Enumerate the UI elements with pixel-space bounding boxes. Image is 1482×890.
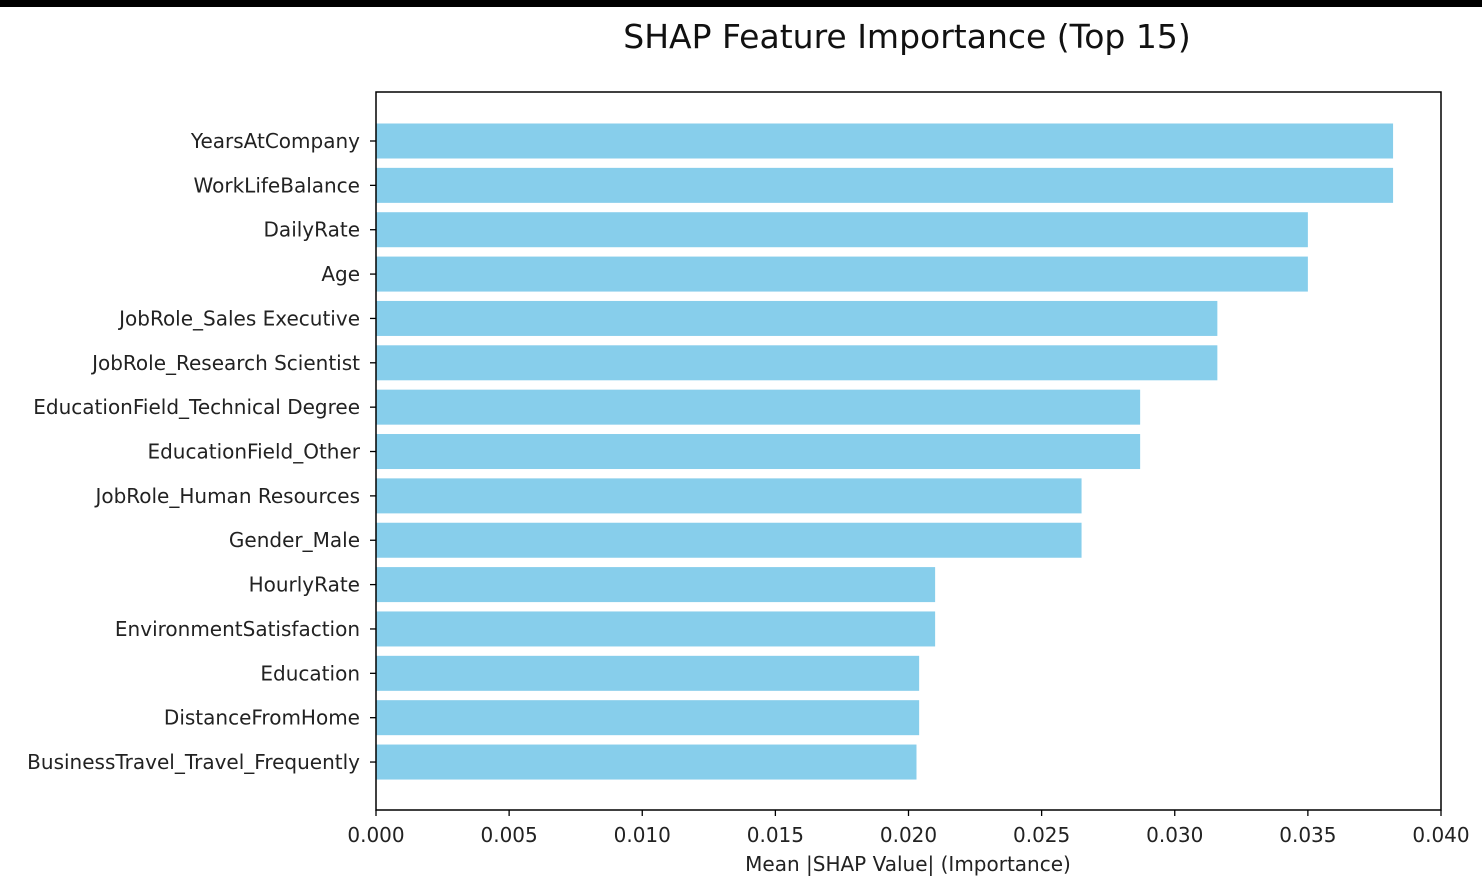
bar-educationfield-other bbox=[376, 434, 1141, 470]
y-tick-label: YearsAtCompany bbox=[190, 129, 360, 153]
x-tick-label: 0.005 bbox=[480, 823, 537, 847]
bar-environmentsatisfaction bbox=[376, 611, 936, 647]
y-tick-label: Age bbox=[321, 262, 360, 286]
bar-dailyrate bbox=[376, 212, 1308, 248]
x-tick-label: 0.020 bbox=[880, 823, 937, 847]
bar-jobrole-human-resources bbox=[376, 478, 1082, 514]
x-tick-label: 0.010 bbox=[614, 823, 671, 847]
bar-gender-male bbox=[376, 522, 1082, 558]
y-tick-label: DistanceFromHome bbox=[164, 706, 360, 730]
y-tick-label: DailyRate bbox=[264, 218, 360, 242]
bar-jobrole-sales-executive bbox=[376, 300, 1218, 336]
y-tick-label: JobRole_Human Resources bbox=[93, 484, 360, 508]
x-tick-label: 0.025 bbox=[1013, 823, 1070, 847]
y-tick-label: EnvironmentSatisfaction bbox=[115, 617, 360, 641]
y-tick-label: JobRole_Research Scientist bbox=[90, 351, 360, 375]
bar-hourlyrate bbox=[376, 567, 936, 603]
x-tick-label: 0.040 bbox=[1412, 823, 1469, 847]
y-tick-label: HourlyRate bbox=[249, 573, 360, 597]
bar-age bbox=[376, 256, 1308, 292]
y-axis-ticks: YearsAtCompany WorkLifeBalance DailyRate Ag… bbox=[27, 129, 376, 774]
bar-worklifebalance bbox=[376, 167, 1394, 203]
x-axis-label: Mean |SHAP Value| (Importance) bbox=[745, 852, 1071, 876]
y-tick-label: BusinessTravel_Travel_Frequently bbox=[27, 750, 360, 774]
bars-layer bbox=[376, 123, 1394, 780]
x-tick-label: 0.030 bbox=[1146, 823, 1203, 847]
y-tick-label: JobRole_Sales Executive bbox=[117, 306, 360, 330]
bar-educationfield-technical-degree bbox=[376, 389, 1141, 425]
y-tick-label: EducationField_Other bbox=[147, 440, 360, 464]
x-tick-label: 0.000 bbox=[347, 823, 404, 847]
bar-businesstravel-travel-frequently bbox=[376, 744, 917, 780]
bar-distancefromhome bbox=[376, 700, 920, 736]
bar-education bbox=[376, 655, 920, 691]
y-tick-label: EducationField_Technical Degree bbox=[33, 395, 360, 419]
chart-title: SHAP Feature Importance (Top 15) bbox=[623, 17, 1190, 56]
x-axis-ticks: 0.000 0.005 0.010 0.015 0.020 0.025 0.030 0.035… bbox=[347, 810, 1470, 847]
y-tick-label: Gender_Male bbox=[229, 528, 360, 552]
top-edge-bar bbox=[0, 0, 1482, 7]
y-tick-label: Education bbox=[260, 661, 360, 685]
y-tick-label: WorkLifeBalance bbox=[194, 173, 360, 197]
bar-yearsatcompany bbox=[376, 123, 1394, 159]
x-tick-label: 0.035 bbox=[1279, 823, 1336, 847]
bar-jobrole-research-scientist bbox=[376, 345, 1218, 381]
x-tick-label: 0.015 bbox=[747, 823, 804, 847]
